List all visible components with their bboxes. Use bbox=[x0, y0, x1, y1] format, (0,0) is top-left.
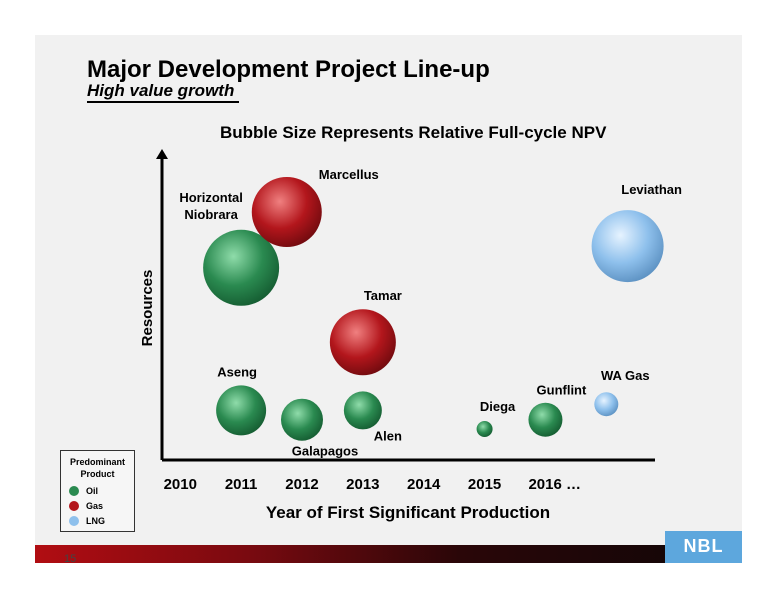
gas-swatch bbox=[69, 501, 79, 511]
x-tick-label-1: 2011 bbox=[225, 476, 258, 493]
slide-title: Major Development Project Line-up bbox=[87, 56, 490, 83]
y-axis-arrow-icon bbox=[156, 149, 168, 159]
x-tick-label-0: 2010 bbox=[164, 476, 197, 493]
bubble-gunflint bbox=[528, 402, 563, 437]
bubble-leviathan bbox=[591, 210, 664, 283]
legend-title-line2: Product bbox=[80, 469, 115, 479]
oil-swatch bbox=[69, 486, 79, 496]
company-logo: NBL bbox=[665, 531, 742, 563]
bubble-label-galapagos: Galapagos bbox=[292, 444, 358, 459]
x-tick-label-6: 2016 … bbox=[528, 476, 581, 493]
bubble-galapagos bbox=[280, 398, 323, 441]
bubble-wa-gas bbox=[594, 392, 619, 417]
bubble-aseng bbox=[216, 385, 267, 436]
bubble-label-diega: Diega bbox=[480, 399, 516, 414]
page-number: 15 bbox=[64, 553, 77, 565]
bubble-alen bbox=[343, 391, 382, 430]
title-underline bbox=[87, 101, 239, 103]
x-tick-label-4: 2014 bbox=[407, 476, 441, 493]
axes-layer: 2010 2011 2012 2013 2014 2015 2016 … Year of Fi… bbox=[139, 149, 655, 522]
legend-title: Predominant Product bbox=[61, 456, 134, 480]
bubble-label-tamar: Tamar bbox=[364, 288, 402, 303]
footer-bar bbox=[35, 545, 742, 563]
bubble-label-leviathan: Leviathan bbox=[621, 182, 682, 197]
legend-label-lng: LNG bbox=[86, 516, 105, 526]
bubble-label-wa-gas: WA Gas bbox=[601, 368, 650, 383]
logo-text: NBL bbox=[683, 536, 724, 556]
lng-swatch bbox=[69, 516, 79, 526]
chart-title: Bubble Size Represents Relative Full-cyc… bbox=[220, 123, 607, 142]
bubble-marcellus bbox=[251, 177, 322, 247]
slide-background bbox=[35, 35, 742, 563]
bubble-label-marcellus: Marcellus bbox=[319, 167, 379, 182]
x-axis-title: Year of First Significant Production bbox=[266, 503, 550, 522]
legend-title-line1: Predominant bbox=[69, 457, 125, 467]
bubble-horizontal-niobrara bbox=[203, 229, 280, 306]
x-tick-label-5: 2015 bbox=[468, 476, 501, 493]
x-tick-label-3: 2013 bbox=[346, 476, 379, 493]
bubble-label-gunflint: Gunflint bbox=[537, 383, 587, 398]
legend-label-gas: Gas bbox=[86, 501, 104, 511]
slide-subtitle: High value growth bbox=[87, 81, 235, 100]
labels-layer: Horizontal Niobrara Marcellus Leviathan Tama… bbox=[179, 167, 682, 459]
bubbles-layer bbox=[203, 177, 664, 441]
product-legend: Predominant Product Oil Gas LNG bbox=[60, 450, 135, 532]
y-axis-title: Resources bbox=[139, 270, 156, 347]
bubble-diega bbox=[476, 421, 493, 437]
bubble-label-aseng: Aseng bbox=[217, 364, 257, 379]
legend-label-oil: Oil bbox=[86, 486, 99, 496]
bubble-label-horizontal-niobrara: Horizontal Niobrara bbox=[179, 190, 243, 222]
x-tick-label-2: 2012 bbox=[285, 476, 318, 493]
bubble-label-alen: Alen bbox=[374, 428, 402, 443]
bubble-tamar bbox=[329, 309, 396, 376]
